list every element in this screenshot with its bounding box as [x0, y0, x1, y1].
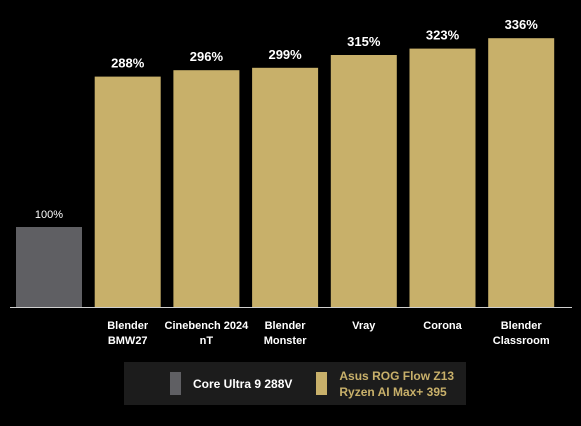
legend-swatch-gold	[316, 372, 328, 395]
legend-swatch-gray	[170, 372, 181, 395]
bar-3	[252, 67, 319, 307]
category-label-5: Corona	[423, 320, 462, 332]
category-label-3: Blender Monster	[264, 320, 308, 347]
category-label-4: Vray	[352, 320, 376, 332]
legend-item-core-ultra: Core Ultra 9 288V	[170, 372, 292, 395]
bar-6	[488, 38, 555, 307]
data-label-2: 296%	[190, 49, 224, 64]
data-label-5: 323%	[426, 28, 460, 43]
category-label-2: Cinebench 2024 nT	[165, 320, 250, 347]
legend-label-core-ultra: Core Ultra 9 288V	[193, 376, 293, 391]
data-label-1: 288%	[111, 56, 145, 71]
category-label-1: Blender BMW27	[107, 320, 149, 347]
legend-label-ryzen-ai-max: Asus ROG Flow Z13 Ryzen AI Max+ 395	[339, 368, 455, 399]
bar-1	[94, 76, 161, 307]
bar-2	[173, 70, 240, 307]
bar-4	[330, 55, 397, 307]
bar-5	[409, 48, 476, 307]
bar-0	[16, 227, 82, 307]
data-label-3: 299%	[268, 47, 302, 62]
data-label-6: 336%	[505, 17, 539, 32]
data-label-0: 100%	[35, 209, 63, 221]
chart-legend: Core Ultra 9 288V Asus ROG Flow Z13 Ryze…	[124, 362, 466, 405]
data-label-4: 315%	[347, 34, 381, 49]
category-label-6: Blender Classroom	[493, 320, 550, 347]
legend-item-ryzen-ai-max: Asus ROG Flow Z13 Ryzen AI Max+ 395	[316, 368, 454, 400]
